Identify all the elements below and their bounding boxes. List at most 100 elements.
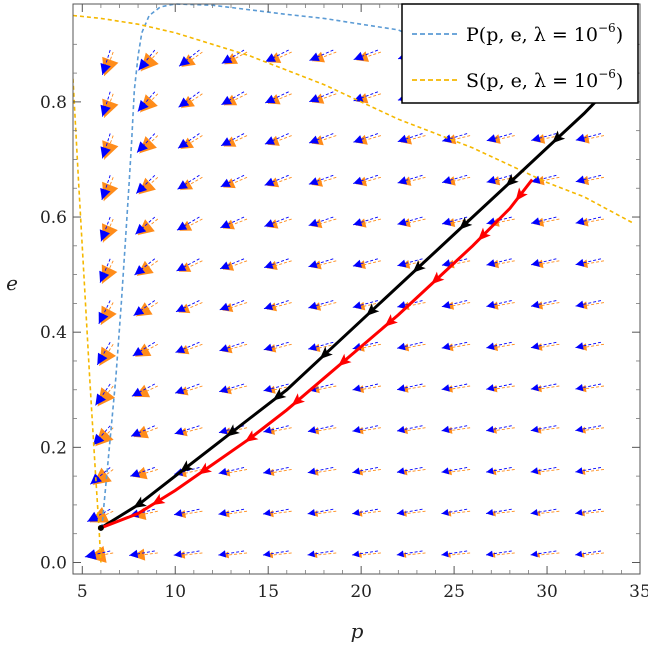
trajectory-arrow-0	[551, 130, 566, 144]
field-arrow-blue	[178, 49, 200, 67]
field-arrow-blue	[397, 133, 423, 143]
field-arrow-blue	[397, 300, 423, 309]
field-arrow-blue	[397, 341, 423, 351]
trajectory-arrow-0	[226, 424, 240, 437]
field-arrow-blue	[95, 383, 111, 406]
field-arrow-blue	[138, 49, 156, 71]
trajectory-arrow-0	[459, 216, 473, 230]
trajectory-arrow-1	[338, 353, 352, 367]
field-arrow-blue	[174, 425, 200, 436]
field-arrow-blue	[218, 467, 245, 476]
legend: P(p, e, λ = 10−6) S(p, e, λ = 10−6)	[401, 3, 639, 104]
field-arrow-orange	[101, 260, 118, 284]
legend-entry-s: S(p, e, λ = 10−6)	[466, 67, 623, 92]
field-arrow-orange	[533, 552, 560, 558]
field-arrow-blue	[99, 216, 111, 242]
field-arrow-blue	[486, 300, 512, 309]
field-arrow-blue	[486, 508, 512, 516]
field-arrow-blue	[92, 425, 111, 446]
field-arrow-blue	[530, 425, 557, 433]
field-arrow-blue	[307, 508, 334, 517]
field-arrow-blue	[263, 300, 289, 310]
field-arrow-blue	[530, 508, 557, 516]
trajectory-arrow-0	[505, 173, 519, 187]
field-arrow-blue	[175, 300, 200, 313]
field-arrow-blue	[397, 216, 423, 226]
field-arrow-blue	[530, 258, 557, 267]
field-arrow-blue	[486, 467, 512, 475]
field-arrow-blue	[486, 174, 512, 184]
field-arrow-blue	[100, 175, 111, 201]
field-arrow-blue	[575, 341, 602, 350]
field-arrow-blue	[307, 467, 334, 475]
trajectory-arrow-0	[179, 460, 194, 473]
trajectory-arrow-1	[198, 462, 212, 475]
field-arrow-blue	[575, 133, 602, 143]
field-arrow-blue	[264, 174, 289, 186]
field-arrow-blue	[129, 549, 155, 559]
field-arrow-blue	[309, 49, 334, 61]
field-arrow-blue	[486, 341, 512, 350]
x-axis-label: p	[351, 619, 364, 643]
field-arrow-blue	[396, 467, 423, 475]
x-tick-label: 30	[536, 582, 558, 602]
y-tick-label: 0.6	[40, 208, 67, 228]
x-tick-label: 5	[77, 582, 88, 602]
field-arrow-blue	[174, 383, 200, 395]
x-tick-label: 10	[164, 582, 186, 602]
field-arrow-blue	[352, 300, 378, 310]
field-arrow-blue	[530, 550, 557, 558]
field-arrow-blue	[352, 258, 379, 268]
field-arrow-blue	[176, 216, 200, 231]
field-arrow-blue	[530, 341, 557, 350]
series-curve-0	[101, 3, 418, 528]
x-tick-label: 35	[629, 582, 648, 602]
legend-entry-p: P(p, e, λ = 10−6)	[466, 21, 623, 46]
trajectory-arrow-0	[272, 388, 287, 401]
field-arrow-blue	[218, 508, 245, 517]
trajectory-arrow-1	[244, 430, 259, 443]
field-arrow-blue	[131, 383, 156, 397]
y-tick-label: 0.8	[40, 93, 67, 113]
field-arrow-blue	[176, 258, 200, 272]
field-arrow-blue	[265, 49, 289, 63]
field-arrow-blue	[84, 549, 111, 560]
trajectory-arrow-0	[319, 346, 333, 360]
field-arrow-blue	[396, 508, 423, 516]
field-arrow-blue	[177, 133, 200, 149]
field-arrow-blue	[178, 91, 200, 108]
field-arrow-blue	[530, 383, 557, 392]
field-arrow-blue	[530, 467, 557, 475]
field-arrow-blue	[575, 550, 602, 558]
field-arrow-blue	[352, 216, 379, 227]
trajectory-arrow-0	[133, 496, 147, 509]
field-arrow-blue	[352, 467, 378, 475]
field-arrow-blue	[100, 133, 111, 159]
field-arrow-blue	[219, 341, 245, 352]
trajectory-arrow-1	[291, 393, 305, 406]
plot-frame	[72, 3, 641, 575]
field-arrow-blue	[485, 550, 512, 558]
field-arrow-blue	[308, 216, 334, 227]
field-arrow-blue	[575, 425, 602, 433]
field-arrow-blue	[531, 216, 557, 226]
field-arrow-blue	[486, 133, 512, 143]
field-arrow-blue	[308, 258, 334, 269]
field-arrow-blue	[441, 550, 468, 558]
x-tick-label: 15	[257, 582, 279, 602]
field-arrow-blue	[134, 258, 156, 276]
trajectory-arrow-0	[366, 303, 380, 317]
trajectory-arrow-1	[477, 227, 491, 241]
field-arrow-blue	[220, 133, 245, 147]
field-arrow-blue	[307, 550, 334, 558]
field-arrow-blue	[309, 91, 334, 103]
field-arrow-blue	[135, 216, 156, 235]
field-arrow-blue	[130, 467, 155, 478]
field-arrow-blue	[263, 467, 289, 475]
field-arrow-blue	[136, 133, 156, 153]
field-arrow-blue	[218, 550, 245, 558]
field-arrow-blue	[575, 508, 602, 516]
y-tick-label: 0.4	[40, 323, 67, 343]
field-arrow-orange	[578, 552, 605, 558]
